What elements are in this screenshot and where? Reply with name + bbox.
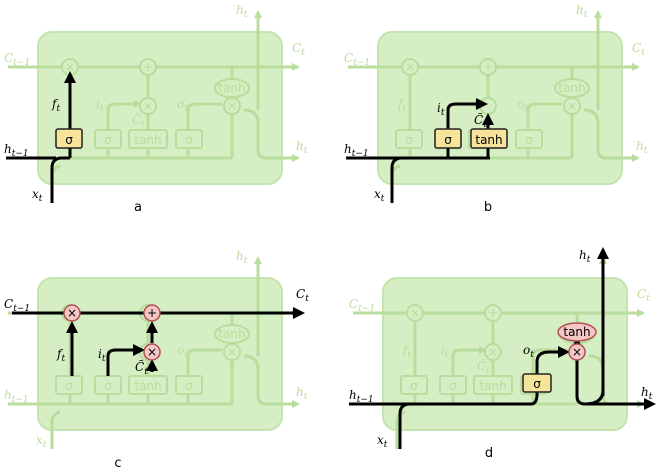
svg-text:σ: σ — [410, 379, 418, 393]
panel-b: × + × tanh σ σ Ct−1 Ct ht ht ft ot σ tan… — [344, 3, 648, 215]
label-c-tilde: C̃t — [135, 359, 148, 377]
svg-text:tanh: tanh — [218, 81, 245, 95]
caption-a: a — [134, 200, 142, 215]
label-f-t: ft — [56, 347, 65, 364]
label-c-t: Ct — [296, 287, 309, 304]
label-c-tilde: C̃t — [474, 112, 487, 130]
cell-add-node — [143, 304, 161, 322]
output-multiply-glyph: × — [572, 345, 582, 359]
svg-text:tanh: tanh — [134, 133, 161, 147]
svg-text:ot: ot — [517, 97, 528, 114]
svg-text:ht: ht — [576, 3, 588, 20]
label-c-prev: Ct−1 — [4, 297, 30, 314]
svg-text:ht−1: ht−1 — [4, 388, 29, 405]
panel-c: × tanh σ σ tanh σ ht ht ot ht−1 xt × + ×… — [4, 249, 309, 471]
label-x-t: xt — [32, 187, 43, 204]
svg-text:ht: ht — [236, 3, 248, 20]
svg-text:σ: σ — [185, 133, 193, 147]
svg-text:ht: ht — [296, 385, 308, 402]
output-gate-glyph: σ — [533, 377, 541, 391]
caption-b: b — [484, 200, 492, 215]
label-f-t: ft — [51, 97, 60, 114]
svg-text:Ct: Ct — [292, 41, 305, 58]
svg-text:tanh: tanh — [218, 327, 245, 341]
label-x-t: xt — [377, 433, 388, 450]
svg-text:ft: ft — [397, 97, 406, 114]
svg-text:ht: ht — [636, 139, 648, 156]
svg-text:Ct: Ct — [632, 41, 645, 58]
svg-text:Ct−1: Ct−1 — [4, 51, 30, 68]
svg-text:it: it — [96, 97, 104, 114]
svg-text:σ: σ — [185, 379, 193, 393]
svg-text:×: × — [227, 345, 237, 359]
svg-text:σ: σ — [525, 133, 533, 147]
forget-gate-glyph: σ — [65, 133, 73, 147]
svg-text:Ct−1: Ct−1 — [349, 297, 375, 314]
svg-text:tanh: tanh — [558, 81, 585, 95]
label-h-prev: ht−1 — [344, 142, 369, 159]
output-multiply-node — [568, 343, 586, 361]
svg-text:×: × — [405, 60, 415, 74]
forget-multiply-glyph: × — [67, 306, 77, 320]
svg-text:σ: σ — [104, 133, 112, 147]
svg-text:×: × — [227, 99, 237, 113]
svg-text:+: + — [488, 306, 498, 320]
svg-text:ot: ot — [177, 343, 188, 360]
label-x-t: xt — [374, 187, 385, 204]
caption-d: d — [485, 446, 493, 461]
svg-text:+: + — [483, 60, 493, 74]
svg-text:xt: xt — [36, 433, 47, 450]
svg-text:σ: σ — [405, 133, 413, 147]
candidate-tanh-glyph: tanh — [475, 133, 502, 147]
svg-text:×: × — [143, 99, 153, 113]
svg-text:×: × — [488, 345, 498, 359]
svg-text:ht: ht — [296, 139, 308, 156]
label-h-prev: ht−1 — [4, 142, 29, 159]
label-h-t-top: ht — [579, 248, 591, 265]
panel-d: × + × σ σ tanh Ct−1 Ct ft it C̃t σ tanh … — [349, 247, 656, 461]
output-gate-sigma — [522, 373, 552, 393]
label-h-prev: ht−1 — [349, 388, 374, 405]
input-gate-glyph: σ — [444, 133, 452, 147]
svg-text:tanh: tanh — [134, 379, 161, 393]
svg-text:ot: ot — [177, 97, 188, 114]
cell-add-glyph: + — [147, 306, 157, 320]
svg-text:Ct: Ct — [637, 287, 650, 304]
label-o-t: ot — [523, 343, 534, 360]
svg-text:+: + — [143, 60, 153, 74]
output-tanh-node — [557, 322, 597, 342]
svg-text:×: × — [65, 60, 75, 74]
svg-text:σ: σ — [449, 379, 457, 393]
forget-multiply-node — [63, 304, 81, 322]
candidate-tanh — [470, 128, 508, 149]
svg-text:ht: ht — [236, 249, 248, 266]
label-h-t-right: ht — [641, 385, 653, 402]
output-tanh-glyph: tanh — [563, 325, 590, 339]
svg-text:×: × — [567, 99, 577, 113]
svg-text:σ: σ — [65, 379, 73, 393]
svg-text:×: × — [410, 306, 420, 320]
panel-a: × + × × tanh σ tanh σ Ct−1 Ct ht ht it o… — [4, 3, 308, 215]
svg-text:Ct−1: Ct−1 — [344, 51, 370, 68]
input-gate-sigma — [434, 128, 462, 149]
svg-text:σ: σ — [104, 379, 112, 393]
label-i-t: it — [98, 347, 106, 364]
caption-c: c — [114, 456, 121, 471]
input-multiply-node — [143, 343, 161, 361]
label-i-t: it — [437, 101, 445, 118]
input-multiply-glyph: × — [147, 345, 157, 359]
svg-text:ft: ft — [402, 343, 411, 360]
svg-text:tanh: tanh — [479, 379, 506, 393]
forget-gate-sigma — [55, 128, 83, 149]
svg-text:it: it — [441, 343, 449, 360]
